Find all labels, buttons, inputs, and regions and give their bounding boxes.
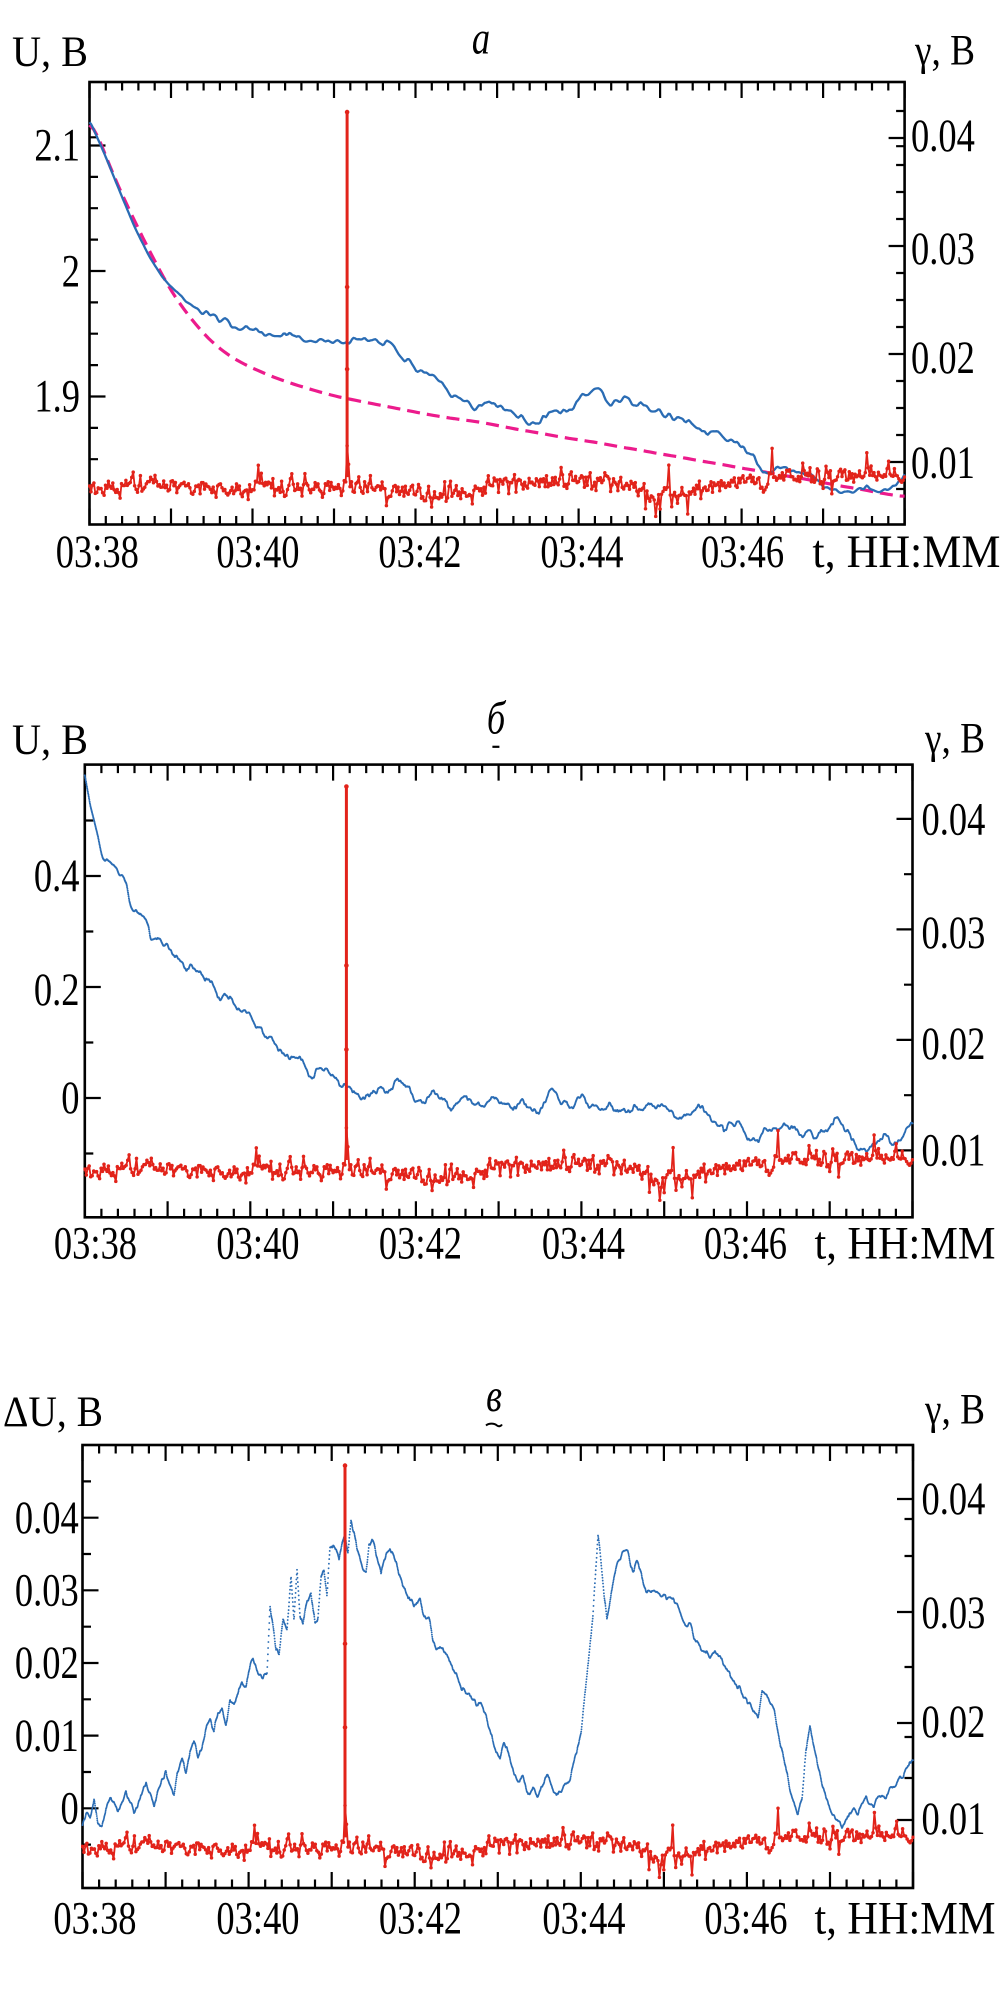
svg-text:0.02: 0.02 <box>922 1019 986 1070</box>
svg-text:03:40: 03:40 <box>216 1218 299 1269</box>
svg-text:0.04: 0.04 <box>922 1474 986 1525</box>
svg-text:03:38: 03:38 <box>53 1893 136 1944</box>
svg-text:t, НН:ММ: t, НН:ММ <box>815 1218 996 1269</box>
svg-text:0.03: 0.03 <box>15 1565 79 1616</box>
svg-text:γ, В: γ, В <box>924 715 985 763</box>
svg-text:03:46: 03:46 <box>701 527 784 578</box>
svg-text:2: 2 <box>62 247 80 298</box>
svg-text:ΔU, В: ΔU, В <box>3 1388 103 1436</box>
svg-text:0.02: 0.02 <box>922 1697 986 1748</box>
svg-text:03:46: 03:46 <box>704 1218 787 1269</box>
svg-text:U, В: U, В <box>12 716 88 764</box>
svg-text:03:44: 03:44 <box>540 527 623 578</box>
svg-text:0.2: 0.2 <box>34 965 80 1016</box>
svg-text:03:40: 03:40 <box>216 527 299 578</box>
svg-text:t, НН:ММ: t, НН:ММ <box>815 1893 996 1944</box>
svg-text:03:40: 03:40 <box>216 1893 299 1944</box>
svg-text:0.04: 0.04 <box>911 111 975 162</box>
svg-text:0.03: 0.03 <box>922 1588 986 1639</box>
svg-text:0.03: 0.03 <box>911 224 975 275</box>
svg-text:03:38: 03:38 <box>56 527 139 578</box>
svg-text:03:38: 03:38 <box>54 1218 137 1269</box>
svg-text:0.04: 0.04 <box>922 794 986 845</box>
svg-text:в: в <box>486 1371 502 1422</box>
svg-text:0.02: 0.02 <box>15 1638 79 1689</box>
svg-text:1.9: 1.9 <box>34 372 80 423</box>
svg-text:0.01: 0.01 <box>15 1711 79 1762</box>
svg-text:γ, В: γ, В <box>914 27 975 75</box>
svg-text:a: a <box>472 14 490 65</box>
svg-text:0.03: 0.03 <box>922 908 986 959</box>
svg-text:t, НН:ММ: t, НН:ММ <box>812 527 1000 578</box>
svg-text:03:42: 03:42 <box>379 1893 462 1944</box>
svg-text:03:44: 03:44 <box>542 1218 625 1269</box>
svg-text:0.01: 0.01 <box>922 1794 986 1845</box>
svg-text:03:42: 03:42 <box>379 1218 462 1269</box>
svg-text:0.01: 0.01 <box>911 438 975 489</box>
svg-text:0: 0 <box>61 1073 79 1124</box>
svg-text:б: б <box>487 693 507 744</box>
svg-text:0.02: 0.02 <box>911 333 975 384</box>
svg-text:γ, В: γ, В <box>924 1386 985 1434</box>
svg-text:0: 0 <box>60 1783 78 1834</box>
svg-text:U, В: U, В <box>12 28 88 76</box>
svg-text:0.01: 0.01 <box>922 1126 986 1177</box>
svg-text:03:44: 03:44 <box>542 1893 625 1944</box>
svg-text:2.1: 2.1 <box>34 121 80 172</box>
svg-text:03:42: 03:42 <box>378 527 461 578</box>
svg-text:0.04: 0.04 <box>15 1493 79 1544</box>
svg-text:0.4: 0.4 <box>34 851 80 902</box>
svg-text:03:46: 03:46 <box>704 1893 787 1944</box>
